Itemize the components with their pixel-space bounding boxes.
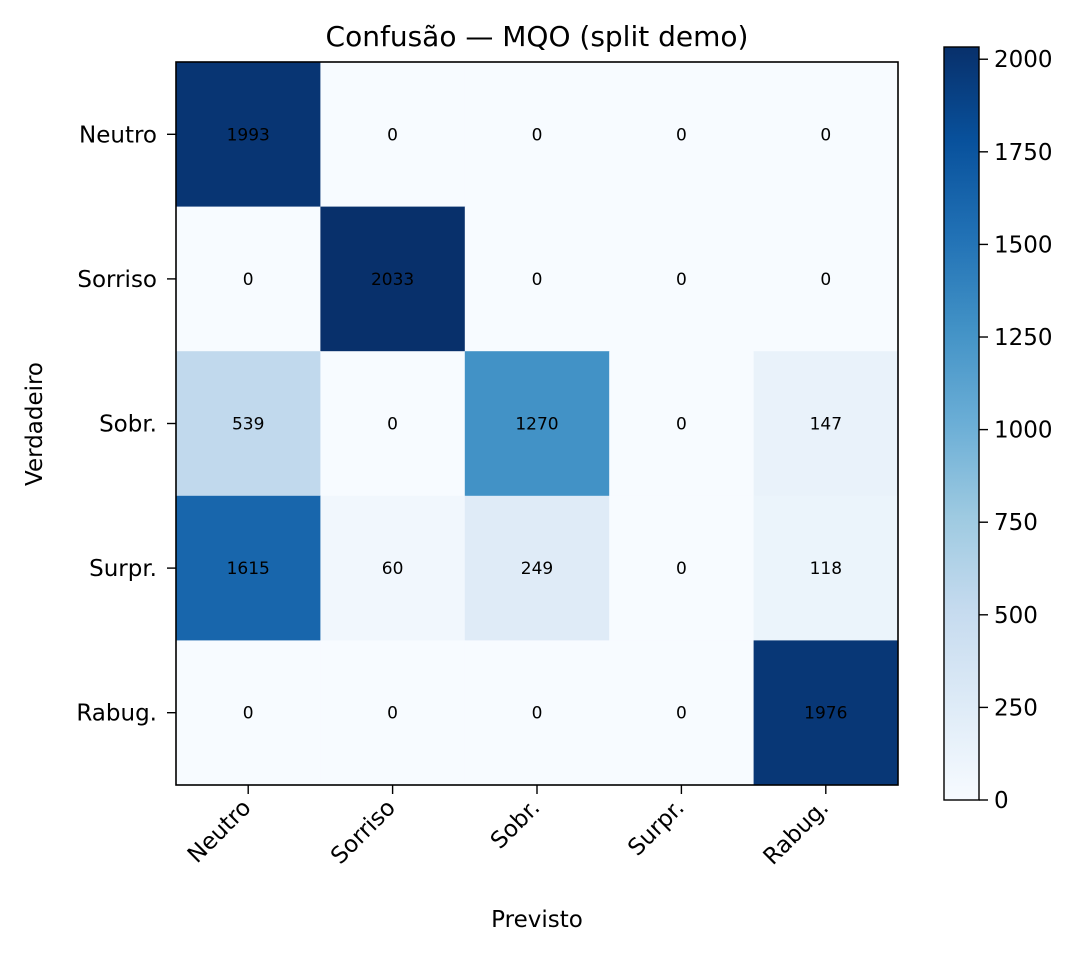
x-axis-label: Previsto (491, 907, 583, 933)
cell-value-label: 1993 (227, 125, 270, 145)
x-tick-label: Sobr. (486, 795, 545, 854)
cell-value-label: 1615 (227, 559, 270, 579)
cell-value-label: 0 (387, 415, 398, 435)
cell-value-label: 0 (532, 704, 543, 724)
heatmap-cell (320, 495, 466, 641)
chart-title: Confusão — MQO (split demo) (326, 20, 749, 53)
heatmap-cell (609, 351, 755, 497)
cell-value-label: 0 (243, 704, 254, 724)
heatmap-cell-labels: 1993 0 0 0 0 0 2033 0 0 0 539 0 1270 0 147 1615 60 249 0 11… (227, 125, 848, 723)
y-tick-label: Surpr. (89, 556, 157, 582)
heatmap-cell (609, 206, 755, 352)
colorbar-ticks: 0 250 500 750 1000 1250 1500 1750 2000 (979, 47, 1053, 814)
y-axis-label: Verdadeiro (22, 362, 48, 486)
heatmap-cell (176, 62, 321, 208)
heatmap-cell (464, 351, 610, 497)
colorbar (943, 46, 980, 801)
cell-value-label: 539 (232, 415, 264, 435)
cell-value-label: 0 (387, 704, 398, 724)
colorbar-tick-label: 2000 (994, 47, 1053, 73)
cell-value-label: 0 (676, 704, 687, 724)
colorbar-tick-label: 1000 (994, 418, 1053, 444)
cell-value-label: 0 (676, 415, 687, 435)
heatmap-cells (176, 62, 899, 786)
heatmap-cell (753, 640, 899, 786)
heatmap-cell (320, 640, 466, 786)
x-tick-label: Rabug. (759, 795, 834, 870)
heatmap-cell (176, 206, 321, 352)
heatmap-cell (753, 351, 899, 497)
y-tick-label: Sorriso (77, 267, 157, 293)
heatmap-cell (320, 62, 466, 208)
cell-value-label: 1270 (515, 415, 558, 435)
cell-value-label: 249 (521, 559, 553, 579)
x-tick-label: Sorriso (326, 795, 401, 870)
cell-value-label: 147 (810, 415, 842, 435)
cell-value-label: 0 (243, 270, 254, 290)
cell-value-label: 60 (382, 559, 404, 579)
colorbar-tick-label: 250 (994, 695, 1038, 721)
heatmap-cell (176, 640, 321, 786)
colorbar-tick-label: 1250 (994, 325, 1053, 351)
heatmap-cell (320, 351, 466, 497)
heatmap-cell (609, 640, 755, 786)
cell-value-label: 0 (676, 125, 687, 145)
x-tick-label: Surpr. (623, 795, 689, 861)
colorbar-tick-label: 0 (994, 788, 1009, 814)
heatmap-cell (753, 206, 899, 352)
colorbar-tick-label: 1750 (994, 140, 1053, 166)
heatmap-cell (176, 495, 321, 641)
cell-value-label: 2033 (371, 270, 414, 290)
cell-value-label: 0 (676, 559, 687, 579)
y-tick-label: Rabug. (76, 701, 157, 727)
colorbar-tick-label: 1500 (994, 232, 1053, 258)
cell-value-label: 0 (387, 125, 398, 145)
heatmap-cell (464, 495, 610, 641)
heatmap-cell (176, 351, 321, 497)
colorbar-tick-label: 500 (994, 603, 1038, 629)
heatmap-cell (464, 62, 610, 208)
heatmap-cell (753, 495, 899, 641)
heatmap-cell (464, 640, 610, 786)
heatmap-cell (609, 62, 755, 208)
x-tick-label: Neutro (183, 795, 257, 869)
y-tick-label: Neutro (79, 122, 157, 148)
cell-value-label: 0 (532, 270, 543, 290)
cell-value-label: 0 (676, 270, 687, 290)
cell-value-label: 0 (532, 125, 543, 145)
cell-value-label: 1976 (804, 704, 847, 724)
cell-value-label: 0 (820, 270, 831, 290)
heatmap-cell (753, 62, 899, 208)
y-tick-label: Sobr. (99, 412, 157, 438)
cell-value-label: 0 (820, 125, 831, 145)
heatmap-cell (464, 206, 610, 352)
colorbar-tick-label: 750 (994, 510, 1038, 536)
heatmap-cell (609, 495, 755, 641)
y-axis-ticks: Neutro Sorriso Sobr. Surpr. Rabug. (76, 122, 176, 727)
x-axis-ticks: Neutro Sorriso Sobr. Surpr. Rabug. (183, 785, 834, 870)
heatmap-cell (320, 206, 466, 352)
cell-value-label: 118 (810, 559, 842, 579)
